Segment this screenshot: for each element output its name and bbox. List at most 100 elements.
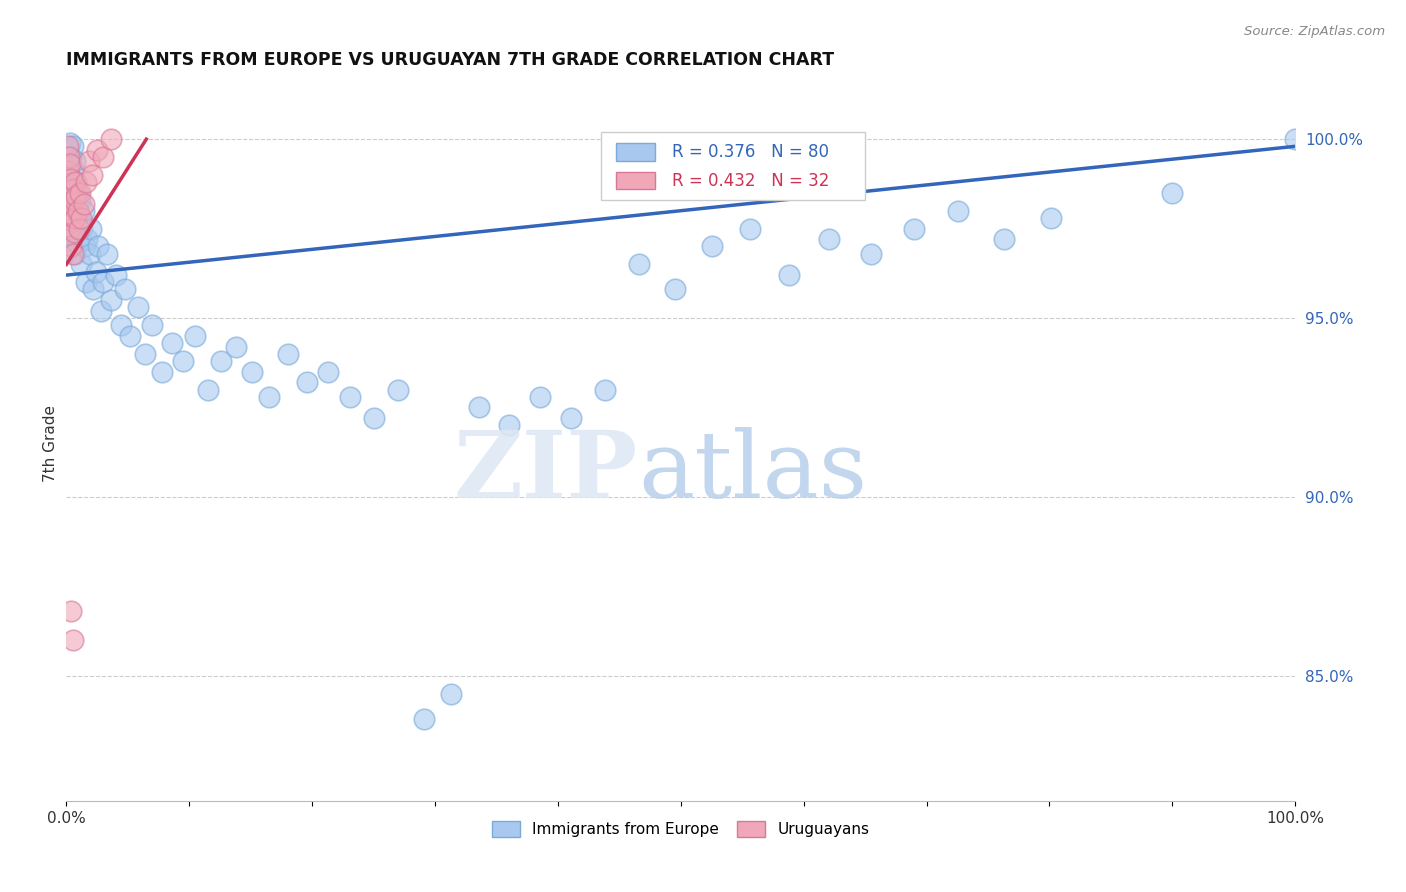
Point <box>1284 132 1306 146</box>
Point <box>498 418 520 433</box>
Point <box>209 354 232 368</box>
Point <box>72 203 94 218</box>
Point <box>84 264 107 278</box>
Point <box>257 390 280 404</box>
Point <box>141 318 163 333</box>
Point <box>58 211 80 225</box>
Point <box>59 157 82 171</box>
Point <box>700 239 723 253</box>
Point <box>66 186 89 200</box>
Point <box>110 318 132 333</box>
Point <box>58 211 80 225</box>
Point <box>738 221 761 235</box>
Point <box>150 365 173 379</box>
Point <box>62 186 84 200</box>
Y-axis label: 7th Grade: 7th Grade <box>44 405 58 482</box>
Point <box>339 390 361 404</box>
Point <box>65 225 87 239</box>
Point <box>63 246 86 260</box>
Point <box>66 235 89 250</box>
Point <box>59 196 82 211</box>
Point <box>413 712 436 726</box>
Point <box>63 225 86 239</box>
Point <box>60 604 83 618</box>
Point <box>63 175 86 189</box>
Point <box>70 211 93 225</box>
Point <box>69 186 91 200</box>
FancyBboxPatch shape <box>616 172 655 189</box>
Point <box>86 143 108 157</box>
Point <box>62 139 84 153</box>
Point <box>63 211 86 225</box>
Point <box>96 246 118 260</box>
Point <box>1161 186 1184 200</box>
Point <box>56 164 79 178</box>
Text: ZIP: ZIP <box>454 426 638 516</box>
Point <box>860 246 883 260</box>
Point <box>63 164 86 178</box>
Point <box>100 132 122 146</box>
Point <box>440 687 463 701</box>
Point <box>76 232 98 246</box>
Point <box>60 207 83 221</box>
Point <box>58 157 80 171</box>
Point <box>59 175 82 189</box>
Point <box>80 221 103 235</box>
Point <box>62 228 84 243</box>
Point <box>134 347 156 361</box>
Point <box>172 354 194 368</box>
Point <box>120 329 142 343</box>
Text: atlas: atlas <box>638 426 868 516</box>
Point <box>58 186 80 200</box>
Point <box>56 143 79 157</box>
Point <box>91 275 114 289</box>
Point <box>948 203 970 218</box>
Point <box>628 257 651 271</box>
Point <box>70 257 93 271</box>
Text: Source: ZipAtlas.com: Source: ZipAtlas.com <box>1244 25 1385 38</box>
Point <box>69 193 91 207</box>
Point <box>1039 211 1062 225</box>
Point <box>114 282 136 296</box>
Point <box>73 239 96 253</box>
FancyBboxPatch shape <box>600 132 865 200</box>
Point <box>664 282 686 296</box>
Point <box>72 196 94 211</box>
Point <box>77 153 100 168</box>
Point <box>90 303 112 318</box>
Point <box>60 239 83 253</box>
Point <box>60 150 83 164</box>
Point <box>993 232 1015 246</box>
Point <box>91 150 114 164</box>
Point <box>818 232 841 246</box>
Point <box>56 139 79 153</box>
Point <box>63 193 86 207</box>
Point <box>63 214 86 228</box>
Point <box>60 200 83 214</box>
Point <box>72 221 94 235</box>
Point <box>560 411 582 425</box>
Point <box>316 365 339 379</box>
Point <box>62 182 84 196</box>
Text: IMMIGRANTS FROM EUROPE VS URUGUAYAN 7TH GRADE CORRELATION CHART: IMMIGRANTS FROM EUROPE VS URUGUAYAN 7TH … <box>66 51 835 69</box>
Point <box>184 329 207 343</box>
Point <box>363 411 385 425</box>
Point <box>60 239 83 253</box>
Point <box>100 293 122 307</box>
Point <box>62 632 84 647</box>
Point <box>87 239 110 253</box>
Point <box>63 153 86 168</box>
Point <box>160 336 183 351</box>
Point <box>56 189 79 203</box>
Point <box>197 383 219 397</box>
Point <box>240 365 263 379</box>
Point <box>58 150 80 164</box>
Point <box>127 300 149 314</box>
Point <box>593 383 616 397</box>
Text: R = 0.432   N = 32: R = 0.432 N = 32 <box>672 171 830 190</box>
Point <box>59 136 82 150</box>
Point <box>277 347 299 361</box>
FancyBboxPatch shape <box>616 144 655 161</box>
Point <box>62 246 84 260</box>
Point <box>387 383 409 397</box>
